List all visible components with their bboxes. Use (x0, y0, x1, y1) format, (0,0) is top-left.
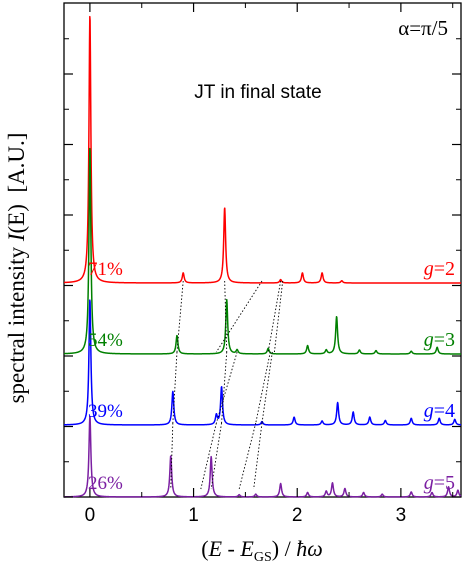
series-line-g-4 (63, 299, 462, 426)
connector-line-1 (172, 351, 178, 424)
connector-line-8 (200, 422, 217, 490)
series-label-value: =5 (434, 472, 455, 494)
x-label-sub: GS (254, 550, 272, 565)
x-label-minus: - (222, 536, 240, 561)
tick-layer: 0 1 2 3 (64, 3, 461, 526)
series-label-g-4: g=4 (424, 400, 455, 422)
x-label-e2: E (239, 536, 254, 561)
chart-title: JT in final state (194, 82, 321, 103)
series-label-value: =3 (434, 329, 455, 351)
x-tick-label: 3 (396, 505, 407, 526)
y-axis-label: spectral intensity I(E) [A.U.] (4, 133, 29, 404)
connector-line-13 (261, 351, 273, 424)
connector-line-5 (210, 422, 223, 490)
x-axis-label: (E - EGS) / ħω (201, 536, 322, 565)
alpha-annotation: α=π/5 (398, 16, 448, 40)
series-label-g-3: g=3 (424, 329, 455, 351)
connector-line-12 (273, 280, 284, 353)
y-label-unit: [A.U.] (4, 133, 29, 205)
connector-line-10 (255, 351, 271, 424)
series-label-symbol: g (424, 400, 434, 422)
connector-line-9 (267, 280, 282, 353)
connector-line-3 (224, 280, 228, 353)
x-label-e1: E (208, 536, 223, 561)
x-tick-label: 0 (85, 505, 96, 526)
series-label-symbol: g (424, 258, 434, 280)
series-label-value: =4 (434, 400, 455, 422)
connector-line-11 (238, 422, 257, 490)
connector-line-0 (176, 280, 184, 353)
series-label-layer: 71% g=254% g=339% g=426% g=5 (88, 258, 455, 494)
connector-line-14 (253, 422, 263, 490)
connector-line-6 (215, 280, 263, 353)
series-label-value: =2 (434, 258, 455, 280)
x-tick-label: 2 (292, 505, 303, 526)
x-label-open: ( (201, 536, 208, 561)
y-label-symbol: I (4, 232, 29, 242)
series-label-g-5: g=5 (424, 472, 455, 494)
series-line-g-5 (63, 415, 462, 498)
connector-layer (170, 280, 284, 490)
series-label-symbol: g (424, 329, 434, 351)
connector-line-2 (170, 422, 174, 490)
x-label-hbar: ħω (296, 536, 323, 561)
connector-line-4 (221, 351, 228, 424)
series-line-g-2 (63, 15, 462, 284)
x-label-close: ) (272, 536, 279, 561)
series-percent-g-4: 39% (88, 401, 123, 422)
series-percent-g-5: 26% (88, 473, 123, 494)
series-label-symbol: g (424, 472, 434, 494)
series-percent-g-2: 71% (88, 259, 123, 280)
x-tick-label: 1 (188, 505, 199, 526)
y-label-pre: spectral intensity (4, 241, 29, 403)
x-label-slash: / (279, 536, 296, 561)
series-label-g-2: g=2 (424, 258, 455, 280)
series-line-g-3 (63, 147, 462, 355)
series-percent-g-3: 54% (88, 330, 123, 351)
y-label-arg: (E) (4, 204, 29, 233)
